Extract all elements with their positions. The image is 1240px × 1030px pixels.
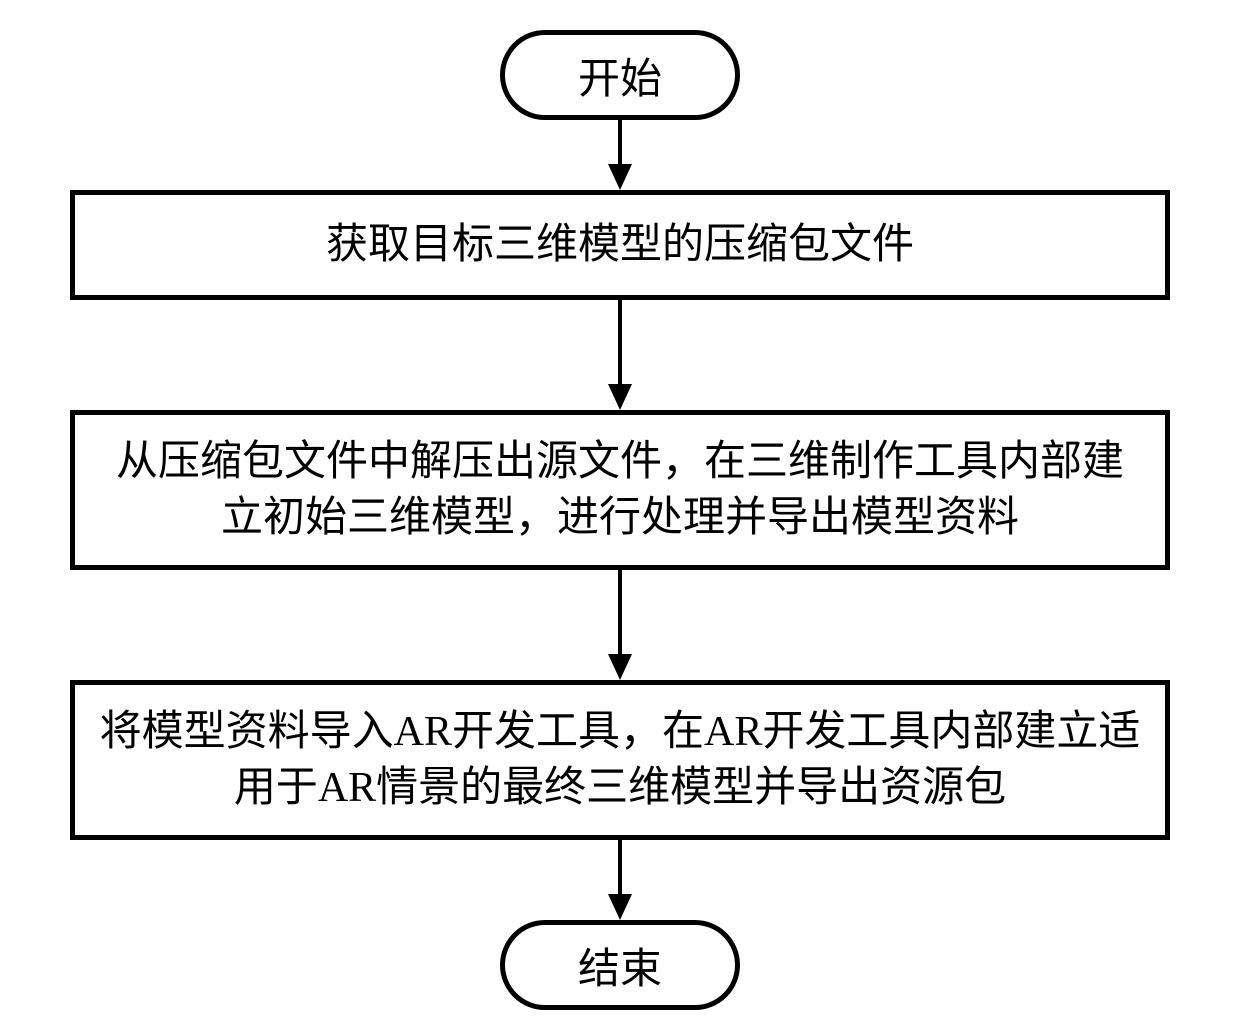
node-step3-line1: 将模型资料导入AR开发工具，在AR开发工具内部建立适 <box>95 704 1145 760</box>
node-step2-line2: 立初始三维模型，进行处理并导出模型资料 <box>95 490 1145 546</box>
node-step2: 从压缩包文件中解压出源文件，在三维制作工具内部建 立初始三维模型，进行处理并导出… <box>70 410 1170 570</box>
node-step3: 将模型资料导入AR开发工具，在AR开发工具内部建立适 用于AR情景的最终三维模型… <box>70 680 1170 840</box>
node-step2-text: 从压缩包文件中解压出源文件，在三维制作工具内部建 立初始三维模型，进行处理并导出… <box>95 434 1145 546</box>
node-step3-line2: 用于AR情景的最终三维模型并导出资源包 <box>95 760 1145 816</box>
node-step2-line1: 从压缩包文件中解压出源文件，在三维制作工具内部建 <box>95 434 1145 490</box>
node-step1-text: 获取目标三维模型的压缩包文件 <box>95 217 1145 273</box>
flowchart-canvas: 开始 获取目标三维模型的压缩包文件 从压缩包文件中解压出源文件，在三维制作工具内… <box>0 0 1240 1030</box>
node-step1-line1: 获取目标三维模型的压缩包文件 <box>95 217 1145 273</box>
node-start-label: 开始 <box>578 45 662 106</box>
node-step1: 获取目标三维模型的压缩包文件 <box>70 190 1170 300</box>
node-start: 开始 <box>500 30 740 120</box>
node-end-label: 结束 <box>578 935 662 996</box>
node-step3-text: 将模型资料导入AR开发工具，在AR开发工具内部建立适 用于AR情景的最终三维模型… <box>95 704 1145 816</box>
node-end: 结束 <box>500 920 740 1010</box>
